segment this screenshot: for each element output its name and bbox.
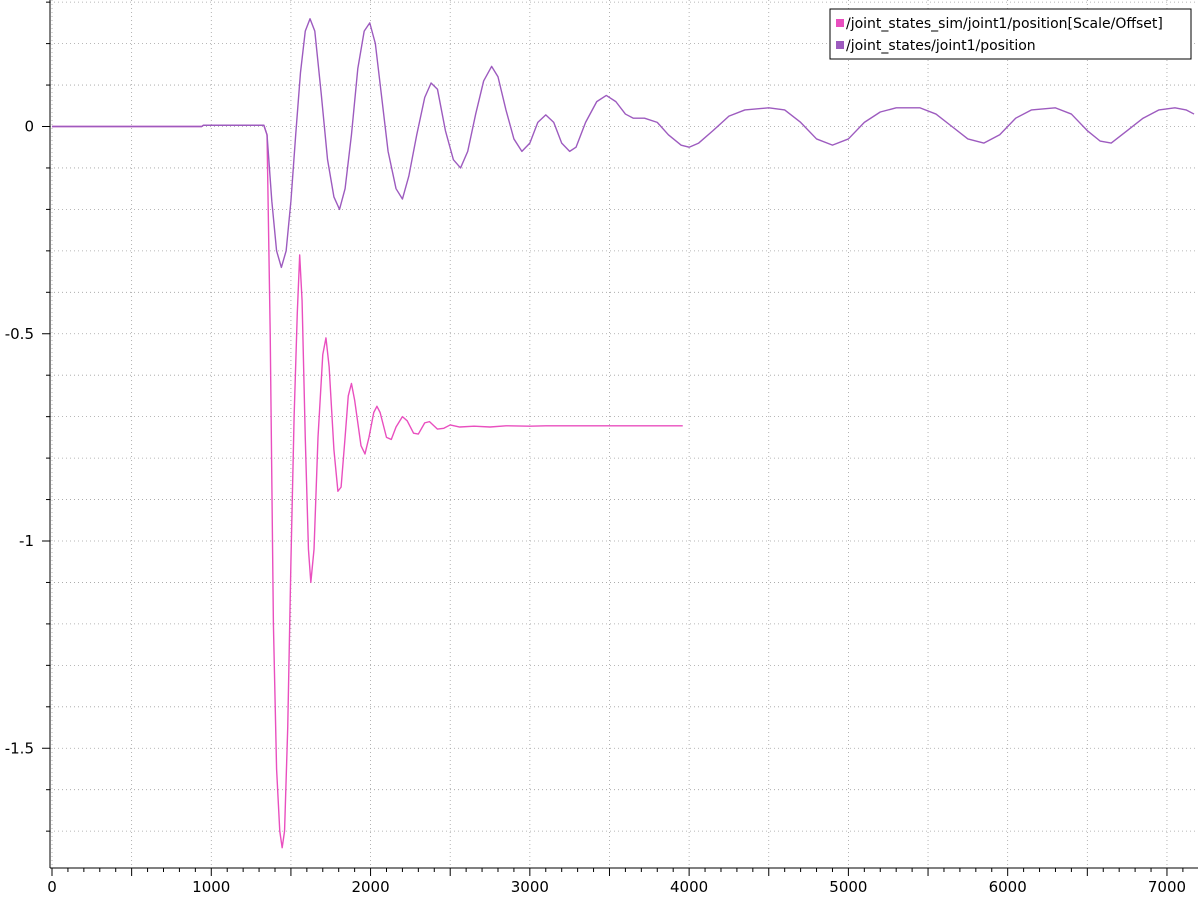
x-tick-label: 4000	[670, 878, 708, 896]
x-tick-label: 1000	[192, 878, 230, 896]
series-lines	[52, 18, 1195, 849]
x-tick-label: 3000	[511, 878, 549, 896]
legend-swatch	[836, 41, 844, 49]
legend-entry: /joint_states/joint1/position	[846, 38, 1036, 54]
y-tick-label: 0	[24, 118, 34, 136]
x-tick-label: 7000	[1148, 878, 1186, 896]
legend-swatch	[836, 19, 844, 27]
grid-lines	[50, 0, 1198, 868]
series-line-2	[52, 18, 1195, 269]
axes: 0 1000 2000 3000 4000 5000 6000 7000 0 -0.5 -1 -1.5	[5, 0, 1198, 896]
legend-box	[829, 8, 1192, 60]
series-line-1	[52, 124, 683, 849]
x-tick-label: 5000	[829, 878, 867, 896]
legend-entry: /joint_states_sim/joint1/position[Scale/…	[846, 16, 1163, 32]
legend: /joint_states_sim/joint1/position[Scale/…	[829, 8, 1192, 60]
x-tick-label: 2000	[351, 878, 389, 896]
y-tick-label: -1.5	[5, 739, 34, 757]
x-tick-label: 6000	[989, 878, 1027, 896]
y-tick-label: -1	[19, 532, 34, 550]
y-tick-label: -0.5	[5, 325, 34, 343]
x-tick-label: 0	[47, 878, 57, 896]
